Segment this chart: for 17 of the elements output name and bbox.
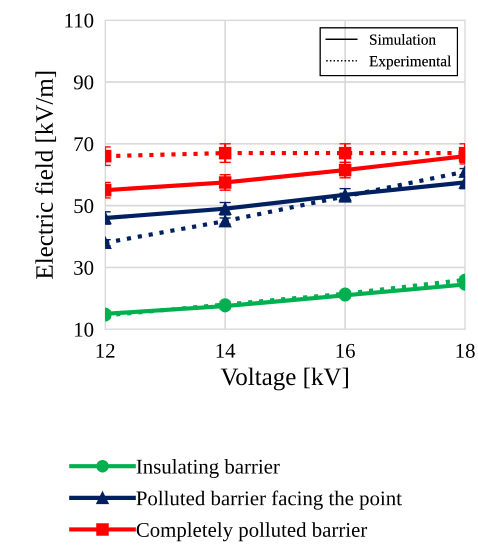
- x-tick-label: 14: [216, 344, 236, 358]
- y-tick-label: 50: [74, 199, 94, 214]
- x-tick-label: 12: [96, 344, 114, 358]
- x-tick-label: 18: [456, 344, 475, 358]
- y-tick-label: 110: [65, 14, 94, 28]
- legend-label: Completely polluted barrier: [136, 522, 368, 542]
- x-axis-title: Voltage [kV]: [220, 368, 348, 390]
- legend-label: Polluted barrier facing the point: [136, 490, 402, 510]
- annotation: Experimental: [369, 56, 452, 70]
- y-axis-title: Electric field [kV/m]: [35, 72, 56, 279]
- x-tick-label: 16: [336, 344, 355, 358]
- y-tick-label: 30: [74, 260, 94, 275]
- y-tick-label: 70: [74, 137, 94, 152]
- y-tick-label: 90: [74, 75, 94, 90]
- legend-label: Insulating barrier: [136, 459, 280, 478]
- y-tick-label: 10: [75, 322, 94, 337]
- annotation: Simulation: [370, 34, 436, 45]
